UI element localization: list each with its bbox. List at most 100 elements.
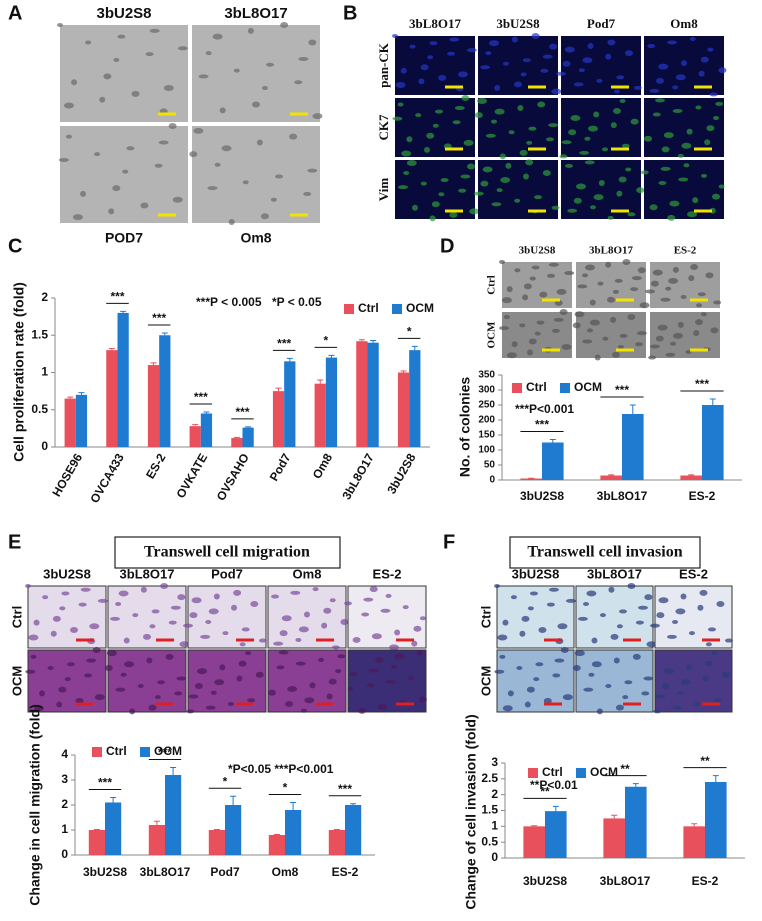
- cell: [440, 178, 449, 183]
- cell: [577, 284, 588, 289]
- y-axis-label: Change in cell migration (fold): [27, 704, 43, 905]
- y-axis-label: No. of colonies: [457, 377, 473, 478]
- cell: [556, 288, 567, 295]
- bar: [622, 414, 644, 480]
- error-bar: [203, 411, 210, 414]
- y-tick-label: 0.5: [31, 402, 48, 416]
- error-bar: [608, 474, 615, 476]
- y-tick-label: 0: [61, 847, 68, 861]
- micrograph: [192, 126, 320, 223]
- cell: [298, 56, 309, 61]
- cell: [57, 23, 63, 27]
- cell: [658, 63, 669, 70]
- cell: [621, 143, 630, 148]
- cell: [65, 134, 72, 139]
- cell: [649, 204, 658, 211]
- cell: [413, 625, 422, 632]
- cell: [527, 606, 534, 611]
- significance-label: *: [323, 334, 328, 348]
- cell: [279, 630, 288, 637]
- x-tick-label: 3bU2S8: [520, 489, 564, 503]
- cell: [449, 211, 458, 218]
- cell: [667, 40, 677, 45]
- cell: [398, 185, 408, 190]
- bottom-label: POD7: [105, 230, 143, 246]
- bar: [600, 475, 622, 480]
- significance-label: ***: [695, 377, 709, 391]
- cell: [523, 283, 532, 290]
- cell: [172, 196, 183, 203]
- cell: [531, 265, 540, 270]
- cell: [401, 150, 412, 157]
- bar: [705, 782, 727, 858]
- cell: [506, 352, 517, 359]
- cell: [385, 593, 392, 598]
- cell: [698, 70, 705, 77]
- cell: [233, 68, 240, 73]
- cell: [179, 641, 190, 648]
- cell: [713, 116, 719, 121]
- cell: [672, 85, 679, 90]
- significance-label: ***: [158, 746, 172, 760]
- micrograph: [60, 126, 188, 223]
- y-tick-label: 100: [478, 445, 495, 456]
- error-bar: [150, 362, 157, 366]
- cell: [706, 125, 715, 132]
- cell: [613, 657, 620, 664]
- cell: [652, 269, 663, 276]
- cell: [526, 140, 533, 145]
- cell: [131, 90, 140, 97]
- cell: [92, 647, 101, 653]
- cell: [344, 601, 352, 606]
- cell: [85, 40, 92, 45]
- row-label: Ctrl: [9, 606, 24, 628]
- cell: [281, 615, 292, 622]
- cell: [86, 658, 97, 663]
- column-label: ES-2: [674, 245, 697, 257]
- cell: [627, 314, 636, 321]
- error-bar: [328, 354, 335, 358]
- annotation: **P<0.01: [530, 778, 578, 792]
- cell: [219, 664, 226, 671]
- cell: [323, 607, 332, 614]
- cell: [573, 82, 584, 87]
- cell: [635, 620, 644, 625]
- error-bar: [153, 820, 160, 825]
- bar: [200, 413, 213, 447]
- error-bar: [629, 404, 636, 414]
- cell: [665, 286, 672, 291]
- cell: [205, 705, 216, 710]
- cell: [117, 34, 126, 39]
- cell: [489, 40, 499, 47]
- bar: [603, 818, 625, 858]
- cell: [412, 204, 418, 211]
- cell: [646, 641, 657, 648]
- cell: [564, 271, 575, 276]
- cell: [678, 177, 689, 182]
- cell: [500, 177, 511, 184]
- cell: [394, 629, 401, 636]
- cell: [494, 108, 505, 115]
- cell: [587, 328, 593, 333]
- cell: [358, 707, 367, 714]
- cell: [644, 135, 652, 142]
- cell: [227, 701, 234, 706]
- cell: [687, 211, 697, 218]
- cell: [183, 623, 193, 628]
- cell: [637, 605, 648, 610]
- cell: [435, 109, 443, 114]
- cell: [641, 691, 650, 696]
- bar: [625, 786, 647, 858]
- cell: [454, 106, 465, 111]
- y-axis-label: Cell proliferation rate (fold): [11, 282, 27, 462]
- cell: [520, 72, 527, 77]
- cell: [668, 277, 679, 284]
- cell: [716, 600, 725, 607]
- cell: [273, 641, 284, 646]
- cell: [572, 664, 581, 671]
- significance-label: *: [283, 781, 288, 795]
- cell: [607, 39, 616, 46]
- cell: [256, 139, 263, 146]
- cell: [602, 336, 609, 341]
- cell: [165, 653, 174, 660]
